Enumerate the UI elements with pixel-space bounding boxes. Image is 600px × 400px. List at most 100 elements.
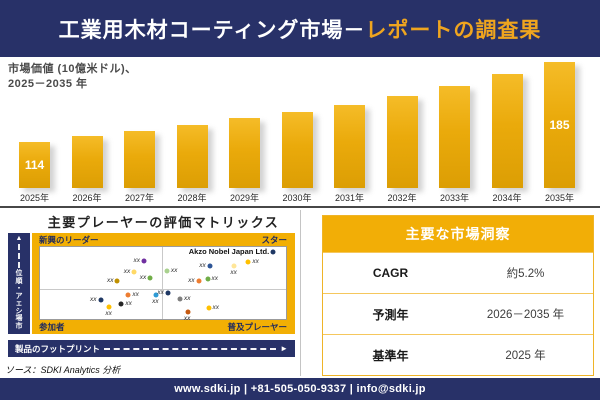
x-axis-label: 2025年 [19, 193, 50, 203]
report-header: 工業用木材コーティング市場－レポートの調査果 [0, 0, 600, 57]
scatter-point-label: xx [183, 294, 191, 302]
quadrant-label-emerging-leaders: 新興のリーダー [39, 235, 99, 245]
matrix-y-axis-bar: ▲ 位順・アェシ場市 [8, 233, 30, 334]
market-insights-panel: 主要な市場洞察 CAGR 約5.2% 予測年 2026－2035 年 基準年 2… [322, 215, 594, 376]
scatter-dot [165, 290, 171, 296]
bar-column [124, 60, 155, 188]
scatter-point-label: xx [199, 261, 206, 269]
x-axis-labels: 2025年 2026年 2027年 2028年 2029年 2030年 2031年 2032年… [19, 191, 575, 204]
matrix-bottom-band: 参加者 普及プレーヤー [39, 321, 287, 333]
scatter-dot [231, 263, 237, 269]
insights-title: 主要な市場洞察 [323, 216, 593, 252]
scatter-point-label: xx [152, 297, 159, 305]
x-axis-label: 2029年 [229, 193, 260, 203]
scatter-point-label: xx [123, 268, 131, 276]
bar-2032年 [386, 96, 418, 188]
page-title-main: 工業用木材コーティング市場－ [58, 18, 366, 42]
matrix-y-axis-label: 位順・アェシ場市 [15, 270, 23, 330]
matrix-title: 主要プレーヤーの評価マトリックス [47, 215, 280, 230]
bar-column [386, 60, 418, 188]
scatter-point-label: xx [106, 277, 114, 285]
scatter-point-label: xx [183, 315, 191, 323]
scatter-dot [196, 278, 202, 284]
bar-column [334, 60, 365, 188]
contact-footer: www.sdki.jp | +81-505-050-9337 | info@sd… [0, 378, 600, 400]
x-axis-label: 2032年 [387, 193, 417, 203]
scatter-dot [98, 297, 104, 303]
page-title: 工業用木材コーティング市場－レポートの調査果 [59, 14, 542, 44]
row-label-base-year: 基準年 [372, 348, 409, 363]
arrow-up-icon: ▲ [15, 235, 23, 242]
table-row: 予測年 2026－2035 年 [323, 293, 593, 334]
scatter-dot [106, 304, 112, 310]
page-title-accent: レポートの調査果 [365, 18, 542, 42]
scatter-dot [206, 305, 211, 311]
bar-column: 114 [19, 60, 50, 188]
scatter-dot [245, 259, 251, 265]
scatter-dot [270, 249, 276, 255]
bar-2035年: 185 [544, 62, 575, 188]
x-axis-label: 2031年 [334, 193, 365, 203]
bar-2025年: 114 [19, 142, 50, 188]
dashed-line-vertical [18, 244, 20, 268]
matrix-plot-area: xx xx xx xx Akzo Nobel Japan Ltd. xx xx xx xx xx x… [39, 246, 287, 323]
x-axis-label: 2027年 [124, 193, 155, 203]
bar-column [491, 60, 523, 188]
chart-subtitle: 市場価値 (10億米ドル)、 2025－2035 年 [8, 62, 137, 93]
bar-column [71, 60, 103, 188]
scatter-point-label: Akzo Nobel Japan Ltd. [188, 246, 270, 256]
scatter-dot [114, 278, 120, 284]
scatter-dot [147, 275, 153, 281]
bar-2033年 [439, 86, 470, 188]
arrow-right-icon: ► [280, 343, 288, 353]
scatter-point-label: xx [125, 300, 132, 308]
x-axis-label: 2034年 [492, 193, 522, 203]
vertical-divider [300, 210, 301, 376]
scatter-point-label: xx [157, 288, 164, 296]
scatter-point-label: xx [211, 275, 219, 283]
matrix-x-axis-label: 製品のフットプリント [15, 343, 101, 354]
bar-value-label: 185 [549, 118, 570, 132]
bar-column: 185 [544, 60, 575, 188]
matrix-x-axis-bar: 製品のフットプリント ► [8, 340, 295, 357]
x-axis-label: 2035年 [544, 193, 575, 203]
scatter-dot [177, 296, 183, 302]
bar-column [439, 60, 470, 188]
row-value-forecast-years: 2026－2035 年 [486, 309, 565, 321]
scatter-point-label: xx [105, 310, 112, 318]
bar-column [281, 60, 313, 188]
row-value-base-year: 2025 年 [505, 350, 546, 362]
scatter-point-label: xx [133, 256, 141, 264]
bar-series: 114 185 [19, 60, 575, 188]
quadrant-label-participants: 参加者 [39, 322, 65, 332]
scatter-point-label: xx [230, 269, 237, 277]
scatter-dot [207, 263, 213, 268]
scatter-point-label: xx [212, 304, 220, 312]
bar-2031年 [334, 105, 365, 188]
bar-2029年 [229, 118, 260, 188]
x-axis-label: 2028年 [177, 193, 207, 203]
scatter-point-label: xx [139, 274, 147, 282]
section-divider [0, 206, 600, 208]
scatter-dot [205, 276, 211, 282]
scatter-dot [125, 292, 131, 298]
row-label-cagr: CAGR [372, 266, 409, 280]
chart-subtitle-line2: 2025－2035 年 [8, 78, 88, 91]
scatter-dot [164, 268, 170, 274]
scatter-dot [131, 269, 137, 275]
chart-subtitle-line1: 市場価値 (10億米ドル)、 [8, 63, 137, 75]
bar-2034年 [491, 74, 523, 188]
bar-2027年 [124, 131, 155, 188]
scatter-dot [185, 309, 191, 315]
scatter-dot [141, 258, 147, 264]
scatter-point-label: xx [188, 277, 195, 285]
bar-column [229, 60, 260, 188]
scatter-point-label: xx [90, 295, 97, 303]
source-note: ソース：SDKI Analytics 分析 [5, 365, 121, 375]
scatter-point-label: xx [132, 290, 139, 298]
x-axis-label: 2033年 [439, 193, 470, 203]
scatter-point-label: xx [170, 267, 178, 275]
matrix-frame: 新興のリーダー スター xx xx xx xx Akzo Nobel Japan Ltd… [32, 233, 295, 334]
table-row: 基準年 2025 年 [323, 334, 593, 375]
